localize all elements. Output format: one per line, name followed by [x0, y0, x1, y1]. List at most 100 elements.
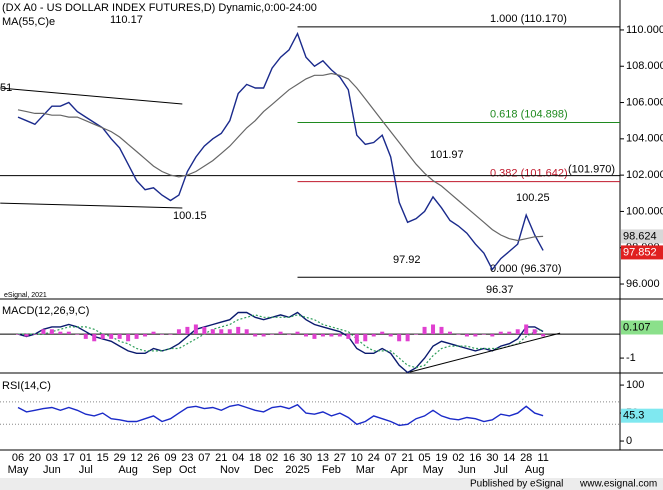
x-tick-label: 09 — [164, 452, 176, 464]
annotation: 101.97 — [430, 149, 464, 161]
histogram-bar — [498, 331, 503, 335]
x-tick-label: 16 — [469, 452, 481, 464]
histogram-bar — [320, 334, 325, 337]
y-tick-label: 106.000 — [626, 96, 663, 108]
y-tick-label: 110.000 — [626, 24, 663, 36]
histogram-bar — [143, 334, 148, 337]
x-month-label: Dec — [254, 464, 274, 476]
annotation: 97.92 — [393, 254, 421, 266]
x-month-label: Jul — [79, 464, 93, 476]
histogram-bar — [524, 324, 529, 335]
annotation: 96.37 — [486, 284, 514, 296]
x-month-label: Nov — [220, 464, 240, 476]
histogram-bar — [414, 334, 419, 335]
histogram-bar — [41, 329, 46, 335]
x-tick-label: 28 — [520, 452, 532, 464]
x-tick-label: 18 — [249, 452, 261, 464]
x-month-label: Jun — [458, 464, 476, 476]
x-tick-label: 04 — [232, 452, 244, 464]
trendline — [0, 202, 183, 209]
x-tick-label: 16 — [283, 452, 295, 464]
trendline — [410, 332, 561, 373]
annotation: 110.17 — [110, 14, 143, 26]
x-tick-label: 23 — [181, 452, 193, 464]
footer-text: Published by eSignal — [470, 479, 563, 490]
price-tag: 97.852 — [623, 246, 657, 258]
x-tick-label: 02 — [266, 452, 278, 464]
x-tick-label: 06 — [12, 452, 24, 464]
x-tick-label: 10 — [351, 452, 363, 464]
histogram-bar — [193, 324, 198, 335]
histogram-bar — [24, 334, 29, 337]
x-tick-label: 19 — [435, 452, 447, 464]
y-tick-label: 100.000 — [626, 205, 663, 217]
annotation: 51 — [0, 82, 12, 94]
chart-title: (DX A0 - US DOLLAR INDEX FUTURES,D) Dyna… — [2, 2, 317, 14]
histogram-bar — [388, 334, 393, 337]
x-tick-label: 26 — [147, 452, 159, 464]
fib-label: 0.618 (104.898) — [490, 108, 568, 120]
histogram-bar — [244, 329, 249, 335]
x-tick-label: 12 — [130, 452, 142, 464]
histogram-bar — [261, 334, 266, 337]
y-tick-label: 108.000 — [626, 60, 663, 72]
histogram-bar — [422, 326, 427, 335]
series-line — [18, 314, 544, 369]
x-tick-label: 21 — [215, 452, 227, 464]
macd-tag-box — [621, 320, 663, 335]
histogram-bar — [185, 326, 190, 335]
histogram-bar — [312, 334, 317, 339]
histogram-bar — [363, 334, 368, 342]
histogram-bar — [75, 334, 80, 335]
rsi-title: RSI(14,C) — [2, 380, 51, 392]
histogram-bar — [49, 329, 54, 335]
histogram-bar — [295, 331, 300, 335]
annotation: 100.15 — [173, 210, 207, 222]
histogram-bar — [337, 334, 342, 337]
x-month-label: Aug — [118, 464, 138, 476]
histogram-bar — [473, 334, 478, 337]
histogram-bar — [456, 334, 461, 335]
histogram-bar — [354, 334, 359, 344]
x-tick-label: 03 — [46, 452, 58, 464]
histogram-bar — [58, 331, 63, 335]
histogram-bar — [159, 334, 164, 335]
x-tick-label: 20 — [29, 452, 41, 464]
histogram-bar — [236, 326, 241, 335]
histogram-bar — [380, 331, 385, 335]
x-month-label: Oct — [179, 464, 196, 476]
histogram-bar — [464, 334, 469, 337]
histogram-bar — [117, 334, 122, 339]
ma-label: MA(55,C)e — [2, 16, 55, 28]
credit: eSignal, 2021 — [4, 292, 47, 299]
histogram-bar — [397, 334, 402, 342]
histogram-bar — [210, 329, 215, 335]
histogram-bar — [134, 334, 139, 339]
y-tick-label: 0 — [626, 435, 632, 447]
histogram-bar — [329, 334, 334, 337]
x-month-label: Feb — [322, 464, 341, 476]
h-line-label: (101.970) — [568, 164, 615, 176]
histogram-bar — [490, 334, 495, 337]
rsi-tag: 45.3 — [623, 410, 644, 422]
x-tick-label: 27 — [334, 452, 346, 464]
footer-bar — [0, 478, 663, 490]
y-tick-label: 104.000 — [626, 133, 663, 145]
ma-tag: 98.624 — [623, 230, 657, 242]
x-tick-label: 21 — [401, 452, 413, 464]
x-month-label: May — [8, 464, 29, 476]
ma-tag-box — [621, 229, 663, 244]
x-tick-label: 24 — [368, 452, 380, 464]
histogram-bar — [227, 329, 232, 335]
x-tick-label: 07 — [198, 452, 210, 464]
histogram-bar — [126, 334, 131, 342]
x-month-label: Jun — [43, 464, 61, 476]
histogram-bar — [481, 334, 486, 335]
x-tick-label: 15 — [97, 452, 109, 464]
histogram-bar — [447, 331, 452, 335]
x-month-label: Jul — [494, 464, 508, 476]
histogram-bar — [100, 334, 105, 339]
histogram-bar — [253, 334, 258, 337]
